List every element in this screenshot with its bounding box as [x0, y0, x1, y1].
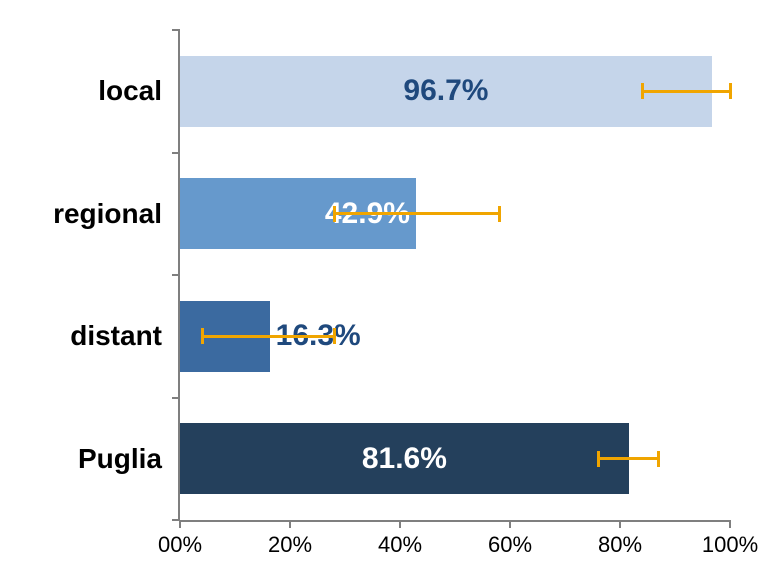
error-bar-cap	[657, 451, 660, 467]
y-tick	[172, 519, 180, 521]
error-bar-cap	[498, 206, 501, 222]
x-tick	[399, 520, 401, 528]
x-tick	[289, 520, 291, 528]
x-tick-label: 100%	[702, 532, 758, 558]
x-tick-label: 80%	[598, 532, 642, 558]
error-bar-cap	[333, 206, 336, 222]
error-bar-cap	[333, 328, 336, 344]
category-label: local	[0, 75, 162, 107]
y-tick	[172, 29, 180, 31]
x-axis	[180, 520, 730, 522]
x-tick-label: 00%	[158, 532, 202, 558]
x-tick	[179, 520, 181, 528]
bar-value-label: 96.7%	[403, 74, 488, 108]
bar-chart: 00%20%40%60%80%100%local96.7%regional42.…	[0, 0, 768, 578]
x-tick-label: 60%	[488, 532, 532, 558]
error-bar	[598, 457, 659, 460]
error-bar	[334, 212, 499, 215]
x-tick	[619, 520, 621, 528]
category-label: Puglia	[0, 443, 162, 475]
x-tick-label: 20%	[268, 532, 312, 558]
category-label: distant	[0, 320, 162, 352]
y-tick	[172, 152, 180, 154]
category-label: regional	[0, 198, 162, 230]
error-bar	[642, 90, 730, 93]
x-tick	[509, 520, 511, 528]
error-bar	[202, 335, 334, 338]
x-tick	[729, 520, 731, 528]
error-bar-cap	[597, 451, 600, 467]
x-tick-label: 40%	[378, 532, 422, 558]
y-tick	[172, 274, 180, 276]
error-bar-cap	[729, 83, 732, 99]
error-bar-cap	[201, 328, 204, 344]
error-bar-cap	[641, 83, 644, 99]
bar-value-label: 81.6%	[362, 442, 447, 476]
y-tick	[172, 397, 180, 399]
